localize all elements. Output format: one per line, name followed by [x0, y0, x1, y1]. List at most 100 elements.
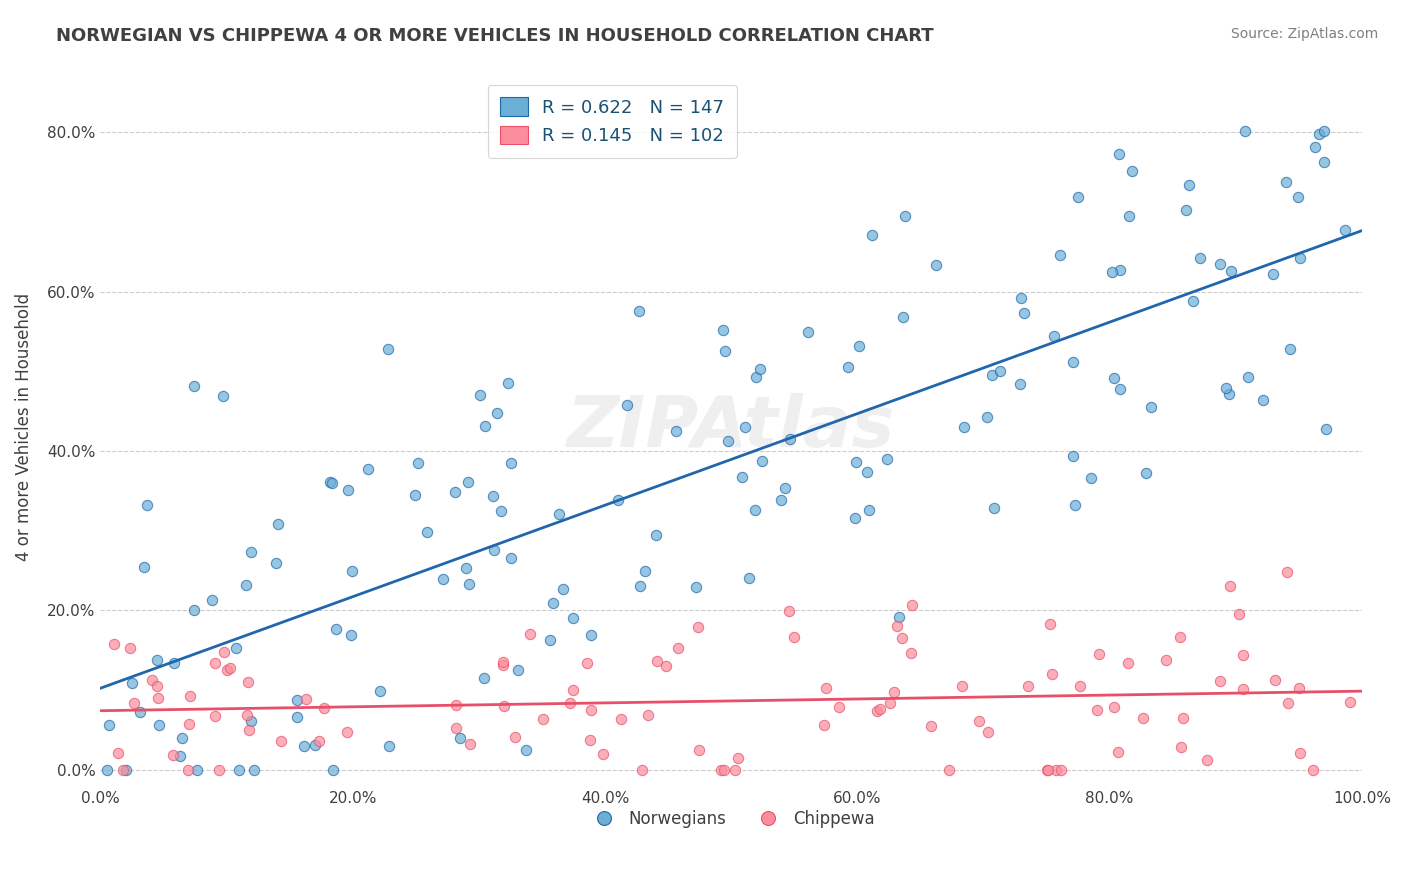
- Y-axis label: 4 or more Vehicles in Household: 4 or more Vehicles in Household: [15, 293, 32, 561]
- Point: [711, 323, 734, 337]
- Point: [235, 707, 257, 722]
- Point: [1227, 607, 1250, 621]
- Point: [457, 577, 479, 591]
- Point: [162, 747, 184, 762]
- Point: [738, 571, 761, 585]
- Point: [238, 723, 260, 737]
- Point: [1088, 647, 1111, 661]
- Point: [172, 731, 194, 745]
- Point: [558, 696, 581, 710]
- Point: [592, 747, 614, 761]
- Point: [745, 370, 768, 384]
- Point: [1264, 673, 1286, 688]
- Point: [1036, 763, 1059, 777]
- Point: [668, 640, 690, 655]
- Point: [782, 630, 804, 644]
- Point: [183, 379, 205, 393]
- Point: [538, 632, 561, 647]
- Point: [890, 631, 912, 645]
- Point: [778, 604, 800, 618]
- Point: [146, 653, 169, 667]
- Point: [748, 362, 770, 376]
- Point: [1208, 257, 1230, 271]
- Point: [1109, 263, 1132, 277]
- Point: [1234, 123, 1257, 137]
- Point: [122, 696, 145, 710]
- Point: [610, 712, 633, 726]
- Point: [458, 737, 481, 751]
- Point: [481, 489, 503, 503]
- Point: [506, 663, 529, 677]
- Point: [107, 747, 129, 761]
- Point: [731, 470, 754, 484]
- Point: [724, 763, 747, 777]
- Point: [1038, 617, 1060, 632]
- Point: [1182, 294, 1205, 309]
- Point: [1102, 700, 1125, 714]
- Point: [240, 545, 263, 559]
- Point: [983, 501, 1005, 516]
- Point: [449, 731, 471, 745]
- Point: [815, 681, 838, 695]
- Point: [103, 637, 125, 651]
- Point: [236, 675, 259, 690]
- Point: [115, 763, 138, 777]
- Point: [744, 503, 766, 517]
- Point: [828, 699, 851, 714]
- Point: [581, 703, 603, 717]
- Point: [920, 719, 942, 733]
- Text: NORWEGIAN VS CHIPPEWA 4 OR MORE VEHICLES IN HOUSEHOLD CORRELATION CHART: NORWEGIAN VS CHIPPEWA 4 OR MORE VEHICLES…: [56, 27, 934, 45]
- Point: [734, 420, 756, 434]
- Point: [1232, 682, 1254, 697]
- Point: [686, 620, 709, 634]
- Point: [472, 671, 495, 685]
- Point: [308, 733, 330, 747]
- Point: [879, 697, 901, 711]
- Point: [474, 418, 496, 433]
- Point: [162, 656, 184, 670]
- Point: [267, 517, 290, 532]
- Point: [1080, 471, 1102, 485]
- Point: [952, 420, 974, 434]
- Point: [709, 763, 731, 777]
- Point: [377, 342, 399, 356]
- Point: [121, 676, 143, 690]
- Point: [285, 693, 308, 707]
- Point: [1010, 291, 1032, 305]
- Point: [1101, 265, 1123, 279]
- Point: [1236, 369, 1258, 384]
- Point: [950, 679, 973, 693]
- Point: [240, 714, 263, 728]
- Point: [98, 718, 121, 732]
- Point: [541, 596, 564, 610]
- Point: [340, 628, 363, 642]
- Point: [1275, 565, 1298, 579]
- Point: [886, 619, 908, 633]
- Point: [1069, 679, 1091, 693]
- Point: [1154, 653, 1177, 667]
- Point: [135, 498, 157, 512]
- Point: [634, 564, 657, 578]
- Point: [1263, 267, 1285, 281]
- Point: [454, 561, 477, 575]
- Point: [714, 343, 737, 358]
- Point: [243, 763, 266, 777]
- Point: [204, 656, 226, 670]
- Point: [503, 731, 526, 745]
- Point: [579, 733, 602, 747]
- Point: [1040, 667, 1063, 681]
- Point: [1303, 139, 1326, 153]
- Point: [186, 763, 208, 777]
- Point: [976, 410, 998, 425]
- Point: [901, 598, 924, 612]
- Point: [981, 368, 1004, 382]
- Point: [893, 209, 915, 223]
- Point: [883, 685, 905, 699]
- Point: [201, 592, 224, 607]
- Point: [228, 763, 250, 777]
- Point: [860, 227, 883, 242]
- Point: [208, 763, 231, 777]
- Point: [416, 525, 439, 540]
- Point: [1118, 209, 1140, 223]
- Point: [1308, 127, 1330, 141]
